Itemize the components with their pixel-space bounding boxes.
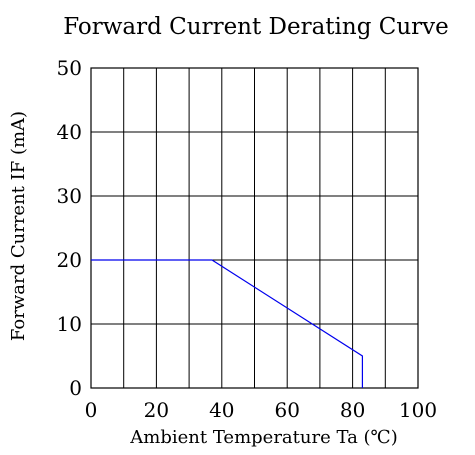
x-tick-label: 60 xyxy=(274,398,299,422)
x-tick-label: 80 xyxy=(340,398,365,422)
y-tick-label: 10 xyxy=(57,312,82,336)
x-axis-label: Ambient Temperature Ta (℃) xyxy=(129,427,397,448)
x-tick-label: 40 xyxy=(209,398,234,422)
chart-title: Forward Current Derating Curve xyxy=(63,14,449,40)
y-axis-ticks: 0 10 20 30 40 50 xyxy=(57,56,82,400)
y-tick-label: 20 xyxy=(57,248,82,272)
series-line-derating xyxy=(91,259,364,388)
plot-frame xyxy=(90,67,419,389)
grid-lines xyxy=(91,68,418,388)
y-tick-label: 50 xyxy=(57,56,82,80)
x-tick-label: 20 xyxy=(144,398,169,422)
y-tick-label: 40 xyxy=(57,120,82,144)
series-layer xyxy=(91,259,364,388)
x-tick-label: 0 xyxy=(85,398,98,422)
plot-border xyxy=(90,67,419,389)
y-axis-label: Forward Current IF (mA) xyxy=(8,111,29,341)
x-tick-label: 100 xyxy=(399,398,437,422)
y-tick-label: 30 xyxy=(57,184,82,208)
x-axis-ticks: 0 20 40 60 80 100 xyxy=(85,398,437,422)
y-tick-label: 0 xyxy=(69,376,82,400)
